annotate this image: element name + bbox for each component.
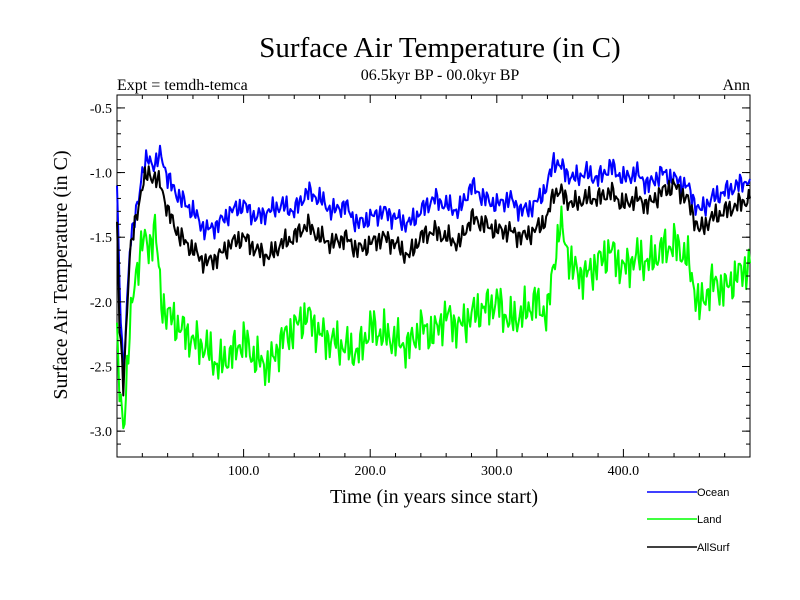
chart-subtitle: 06.5kyr BP - 00.0kyr BP [361, 67, 520, 84]
x-axis-label: Time (in years since start) [330, 486, 538, 508]
y-tick-label: -3.0 [90, 425, 112, 440]
x-tick-label: 300.0 [481, 464, 513, 479]
y-tick-label: -2.0 [90, 296, 112, 311]
series-line-ocean [116, 144, 751, 367]
series-line-land [116, 205, 751, 430]
experiment-label: Expt = temdh-temca [117, 77, 248, 94]
series-line-allsurf [116, 165, 751, 397]
series-layer [116, 144, 751, 430]
y-tick-label: -0.5 [90, 102, 112, 117]
ticks-layer: -0.5 -1.0 -1.5 -2.0 -2.5 -3.0 100.0 200.0 300.0 4… [90, 95, 750, 479]
legend-label-allsurf: AllSurf [697, 542, 730, 554]
x-tick-label: 400.0 [608, 464, 640, 479]
x-tick-label: 200.0 [354, 464, 386, 479]
legend: Ocean Land AllSurf [647, 487, 730, 554]
plot-area: -0.5 -1.0 -1.5 -2.0 -2.5 -3.0 100.0 200.0 300.0 4… [90, 94, 751, 479]
legend-label-land: Land [697, 514, 721, 526]
y-axis-label: Surface Air Temperature (in C) [50, 150, 72, 399]
legend-label-ocean: Ocean [697, 487, 729, 499]
season-label: Ann [722, 77, 750, 94]
y-tick-label: -1.5 [90, 231, 112, 246]
y-tick-label: -1.0 [90, 167, 112, 182]
chart-title: Surface Air Temperature (in C) [259, 32, 620, 64]
y-tick-label: -2.5 [90, 361, 112, 376]
plot-frame [116, 94, 751, 458]
x-tick-label: 100.0 [228, 464, 260, 479]
